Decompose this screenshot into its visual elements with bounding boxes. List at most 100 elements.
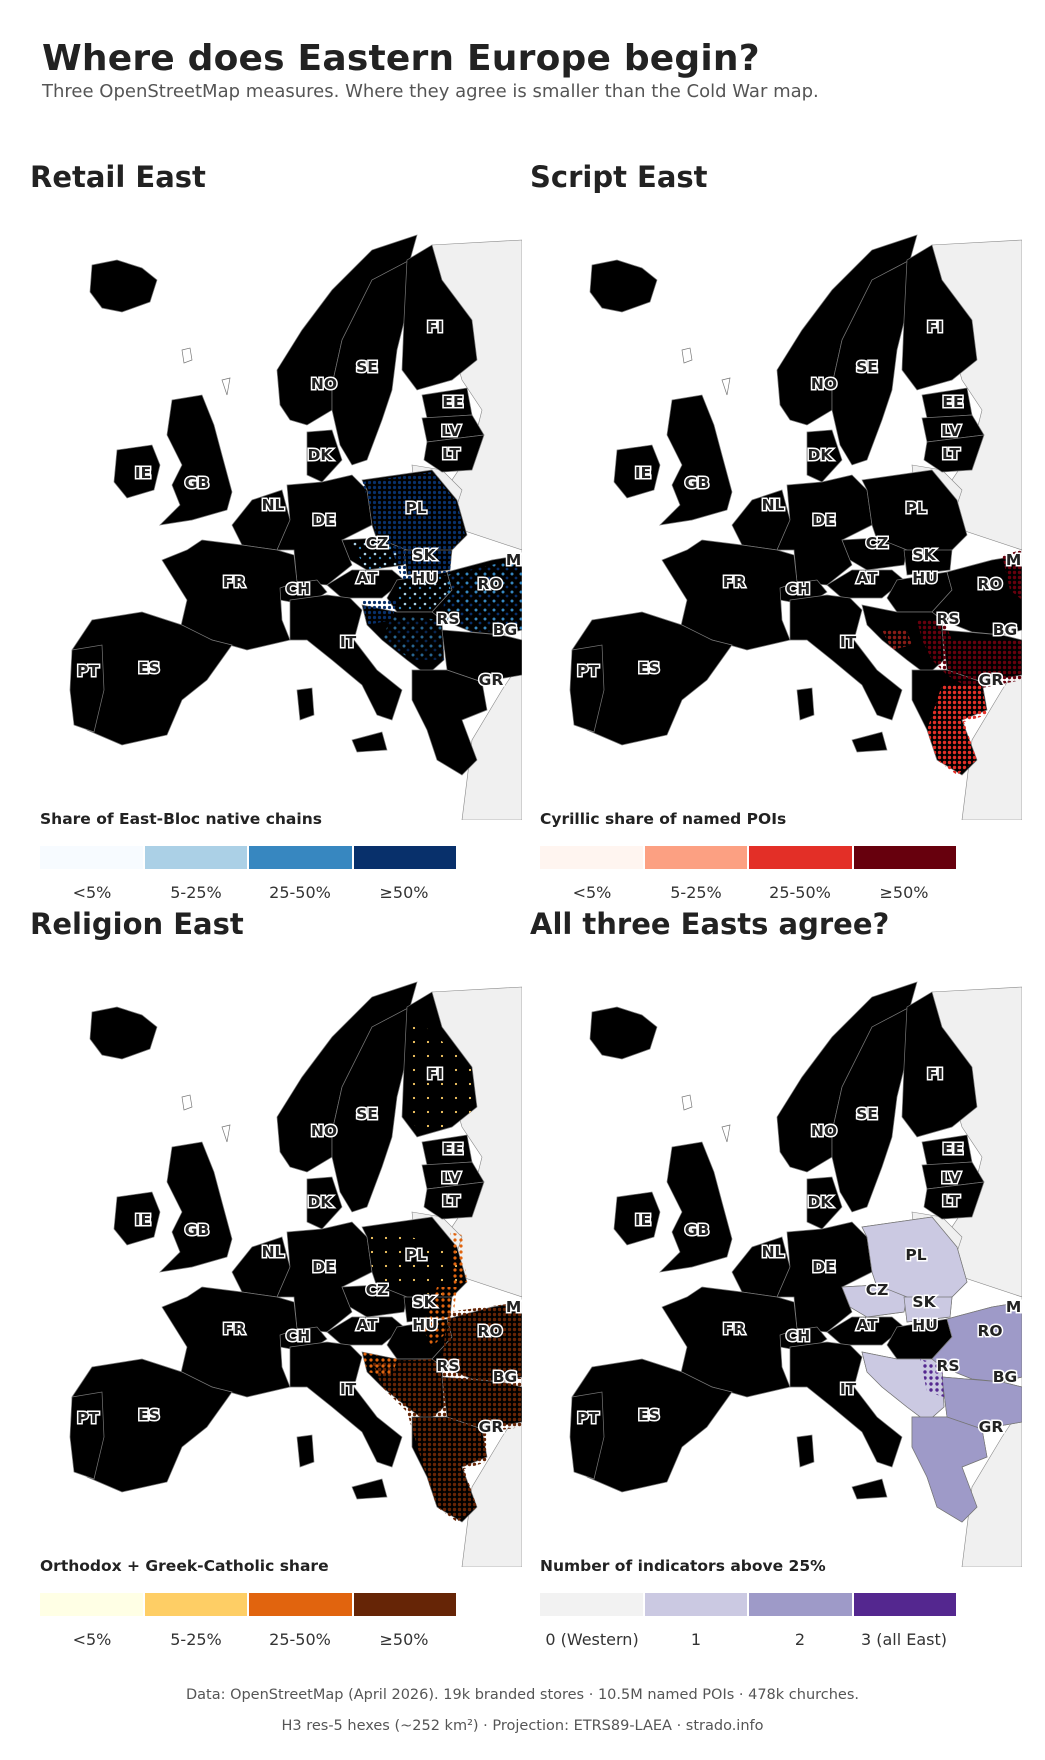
svg-text:PL: PL bbox=[905, 1246, 926, 1264]
svg-text:PL: PL bbox=[905, 499, 926, 517]
svg-text:BG: BG bbox=[493, 621, 518, 639]
svg-text:DK: DK bbox=[808, 446, 834, 464]
svg-text:AT: AT bbox=[356, 569, 378, 587]
legend-swatch bbox=[644, 1593, 747, 1616]
legend-title: Share of East-Bloc native chains bbox=[40, 810, 322, 828]
legend-label: 25-50% bbox=[769, 883, 831, 902]
svg-text:LT: LT bbox=[942, 1192, 960, 1210]
svg-text:EE: EE bbox=[442, 393, 463, 411]
svg-text:GR: GR bbox=[979, 1418, 1004, 1436]
svg-text:CH: CH bbox=[286, 1327, 310, 1345]
legend-swatch bbox=[540, 1593, 643, 1616]
legend-label: <5% bbox=[72, 1630, 112, 1649]
legend-swatch bbox=[40, 846, 143, 869]
svg-text:PL: PL bbox=[405, 499, 426, 517]
svg-text:DE: DE bbox=[812, 511, 835, 529]
svg-text:NO: NO bbox=[311, 1122, 337, 1140]
svg-text:PT: PT bbox=[77, 1409, 99, 1427]
svg-text:SK: SK bbox=[412, 546, 436, 564]
svg-text:IE: IE bbox=[635, 1211, 651, 1229]
svg-text:PT: PT bbox=[77, 662, 99, 680]
legend-script: Cyrillic share of named POIs <5% 5-25% 2… bbox=[540, 810, 980, 902]
legend-label: ≥50% bbox=[379, 1630, 429, 1649]
legend-label: 5-25% bbox=[670, 883, 722, 902]
panel-all-three: All three Easts agree? .p4 .land{fill:#f… bbox=[530, 907, 1030, 1652]
legend-swatch bbox=[749, 846, 852, 869]
svg-text:CZ: CZ bbox=[366, 534, 389, 552]
legend-color-bar bbox=[40, 846, 456, 869]
legend-swatch bbox=[40, 1593, 143, 1616]
svg-text:PT: PT bbox=[577, 1409, 599, 1427]
svg-text:SK: SK bbox=[912, 546, 936, 564]
page-title: Where does Eastern Europe begin? bbox=[42, 38, 760, 79]
legend-label: 1 bbox=[690, 1630, 702, 1649]
svg-text:FR: FR bbox=[223, 1320, 246, 1338]
legend-color-bar bbox=[540, 846, 956, 869]
svg-text:MD: MD bbox=[506, 551, 522, 569]
svg-text:ES: ES bbox=[138, 659, 160, 677]
svg-text:AT: AT bbox=[856, 1316, 878, 1334]
svg-text:GB: GB bbox=[185, 474, 210, 492]
svg-text:DE: DE bbox=[312, 1258, 335, 1276]
svg-text:FR: FR bbox=[223, 573, 246, 591]
svg-text:CH: CH bbox=[786, 580, 810, 598]
legend-label: 25-50% bbox=[269, 883, 331, 902]
svg-text:DK: DK bbox=[308, 1193, 334, 1211]
svg-text:DK: DK bbox=[808, 1193, 834, 1211]
svg-text:SE: SE bbox=[356, 358, 378, 376]
legend-swatch bbox=[853, 846, 956, 869]
legend-label: 5-25% bbox=[170, 1630, 222, 1649]
legend-label: <5% bbox=[572, 883, 612, 902]
svg-text:NL: NL bbox=[762, 496, 785, 514]
panel-title: Script East bbox=[530, 160, 708, 194]
map-script-east: .p2 .land{fill:#fff5f0} FI SE NO EE LV L… bbox=[532, 220, 1022, 820]
svg-text:AT: AT bbox=[856, 569, 878, 587]
legend-swatch bbox=[540, 846, 643, 869]
svg-text:LT: LT bbox=[442, 1192, 460, 1210]
svg-text:SK: SK bbox=[412, 1293, 436, 1311]
svg-text:SK: SK bbox=[912, 1293, 936, 1311]
map-religion-east: .p3 .land{fill:#ffffe5} FI SE NO EE LV L… bbox=[32, 967, 522, 1567]
svg-text:HU: HU bbox=[412, 1316, 438, 1334]
svg-text:ES: ES bbox=[638, 659, 660, 677]
panel-title: All three Easts agree? bbox=[530, 907, 890, 941]
svg-text:IT: IT bbox=[840, 633, 857, 651]
svg-text:BG: BG bbox=[493, 1368, 518, 1386]
legend-religion: Orthodox + Greek-Catholic share <5% 5-25… bbox=[40, 1557, 480, 1649]
svg-text:IT: IT bbox=[340, 1380, 357, 1398]
legend-swatch bbox=[644, 846, 747, 869]
svg-text:MD: MD bbox=[1006, 1298, 1022, 1316]
svg-text:BG: BG bbox=[993, 621, 1018, 639]
svg-text:GB: GB bbox=[685, 1221, 710, 1239]
panel-religion-east: Religion East .p3 .land{fill:#ffffe5} FI… bbox=[30, 907, 530, 1652]
svg-text:LV: LV bbox=[441, 422, 461, 440]
svg-text:LV: LV bbox=[441, 1169, 461, 1187]
svg-text:CH: CH bbox=[286, 580, 310, 598]
svg-text:MD: MD bbox=[506, 1298, 522, 1316]
svg-text:GB: GB bbox=[685, 474, 710, 492]
panel-retail-east: Retail East .p1 .land{fill:#f7fbff} FI S… bbox=[30, 160, 530, 905]
svg-text:EE: EE bbox=[942, 393, 963, 411]
legend-swatch bbox=[249, 846, 352, 869]
svg-text:HU: HU bbox=[912, 1316, 938, 1334]
svg-text:IE: IE bbox=[635, 464, 651, 482]
legend-swatch bbox=[749, 1593, 852, 1616]
panel-script-east: Script East .p2 .land{fill:#fff5f0} FI S… bbox=[530, 160, 1030, 905]
svg-text:AT: AT bbox=[356, 1316, 378, 1334]
svg-text:HU: HU bbox=[912, 569, 938, 587]
legend-swatch bbox=[144, 1593, 247, 1616]
svg-text:RS: RS bbox=[936, 1357, 959, 1375]
svg-text:ES: ES bbox=[638, 1406, 660, 1424]
legend-label: <5% bbox=[72, 883, 112, 902]
legend-swatch bbox=[144, 846, 247, 869]
map-all-three: .p4 .land{fill:#f2f2f2} FI SE NO EE LV L… bbox=[532, 967, 1022, 1567]
legend-swatch bbox=[353, 846, 456, 869]
svg-text:NL: NL bbox=[262, 496, 285, 514]
svg-text:NL: NL bbox=[262, 1243, 285, 1261]
svg-text:RS: RS bbox=[436, 610, 459, 628]
legend-label: ≥50% bbox=[379, 883, 429, 902]
footer-source: Data: OpenStreetMap (April 2026). 19k br… bbox=[185, 1687, 860, 1703]
panel-title: Religion East bbox=[30, 907, 244, 941]
svg-text:PL: PL bbox=[405, 1246, 426, 1264]
svg-text:GR: GR bbox=[979, 671, 1004, 689]
